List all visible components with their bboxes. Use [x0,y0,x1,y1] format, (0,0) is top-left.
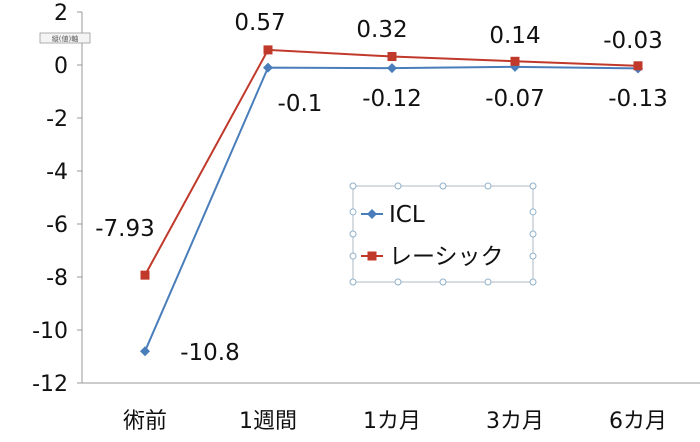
y-tick-label: -2 [46,107,68,132]
legend-entry-label: ICL [389,202,425,228]
y-tick-label: -6 [46,213,68,238]
legend-entry-label: レーシック [389,244,504,270]
data-point-marker [140,270,150,280]
selection-handle [529,252,537,260]
selection-handle [394,278,402,286]
selection-handle [394,182,402,190]
axis-tag-label: 縦(値)軸 [52,34,78,43]
selection-handle [349,278,357,286]
y-tick-label: -10 [32,319,68,344]
y-tick-label: -12 [32,372,68,397]
data-label: -7.93 [95,216,155,242]
y-tick-label: 2 [54,1,68,26]
legend-box [352,185,534,283]
selection-handle [529,208,537,216]
legend-marker [367,209,377,219]
data-label: 0.57 [234,10,285,36]
data-point-marker [263,62,273,73]
data-point-marker [633,61,643,71]
data-labels: -10.8 -0.1 -0.12 -0.07 -0.13 -7.93 0.57 0.32 0.1… [95,10,668,366]
data-label: -0.03 [603,28,663,54]
selection-handle [529,182,537,190]
legend[interactable]: ICL レーシック [349,182,537,286]
data-label: 0.32 [356,17,407,43]
x-category-label: 6カ月 [609,409,667,434]
data-label: -0.12 [362,86,422,112]
x-category-label: 3カ月 [486,409,544,434]
data-label: 0.14 [489,23,540,49]
x-category-label: 1週間 [239,409,297,434]
selection-handle [349,208,357,216]
series-layer [140,45,643,357]
selection-handle [349,252,357,260]
y-tick-label: -8 [46,266,68,291]
data-point-marker [387,52,397,62]
data-point-marker [140,346,150,357]
selection-handle [529,278,537,286]
selection-handle [484,278,492,286]
data-label: -0.13 [608,86,668,112]
y-axis-ticks: 2 0 -2 -4 -6 -8 -10 -12 [32,1,82,397]
x-axis-categories: 術前 1週間 1カ月 3カ月 6カ月 [123,409,667,434]
x-category-label: 1カ月 [363,409,421,434]
selection-handle [349,230,357,238]
selection-handle [349,182,357,190]
x-category-label: 術前 [123,409,167,434]
selection-handle [439,278,447,286]
data-label: -0.07 [485,86,545,112]
axes [81,12,700,384]
selection-handle [484,182,492,190]
y-tick-label: 0 [54,54,68,79]
selection-handle [439,182,447,190]
axis-tag-box [39,32,91,44]
data-point-marker [263,45,273,55]
y-tick-label: -4 [46,160,68,185]
selection-handle [529,230,537,238]
data-point-marker [510,56,520,66]
data-point-marker [387,63,397,74]
data-label: -10.8 [180,340,240,366]
data-label: -0.1 [278,91,323,117]
axis-selection-tag[interactable]: 縦(値)軸 [39,32,91,44]
legend-marker [367,251,377,261]
